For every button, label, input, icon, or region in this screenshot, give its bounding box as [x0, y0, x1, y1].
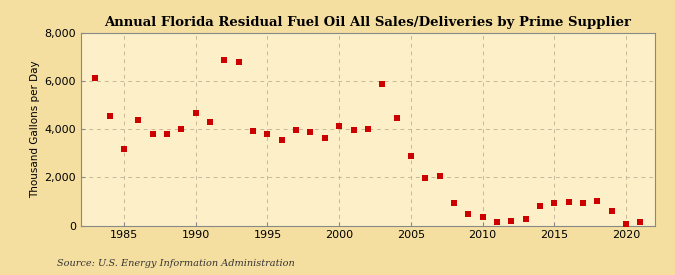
- Point: [448, 201, 459, 205]
- Point: [90, 76, 101, 80]
- Point: [176, 126, 187, 131]
- Point: [620, 222, 631, 227]
- Point: [219, 58, 230, 63]
- Point: [491, 219, 502, 224]
- Point: [477, 215, 488, 219]
- Point: [348, 128, 359, 132]
- Point: [104, 114, 115, 118]
- Point: [205, 120, 215, 124]
- Point: [434, 174, 445, 178]
- Point: [133, 118, 144, 122]
- Point: [592, 199, 603, 204]
- Title: Annual Florida Residual Fuel Oil All Sales/Deliveries by Prime Supplier: Annual Florida Residual Fuel Oil All Sal…: [105, 16, 631, 29]
- Point: [391, 116, 402, 120]
- Point: [506, 219, 516, 223]
- Point: [420, 176, 431, 180]
- Point: [319, 136, 330, 141]
- Point: [563, 200, 574, 205]
- Point: [578, 201, 589, 205]
- Point: [262, 131, 273, 136]
- Point: [549, 201, 560, 205]
- Y-axis label: Thousand Gallons per Day: Thousand Gallons per Day: [30, 60, 40, 198]
- Point: [276, 138, 287, 142]
- Point: [161, 132, 172, 136]
- Point: [333, 124, 344, 128]
- Point: [606, 209, 617, 213]
- Point: [234, 60, 244, 64]
- Point: [406, 154, 416, 159]
- Point: [248, 129, 259, 133]
- Point: [520, 217, 531, 222]
- Point: [535, 204, 545, 208]
- Point: [190, 111, 201, 115]
- Point: [305, 130, 316, 134]
- Text: Source: U.S. Energy Information Administration: Source: U.S. Energy Information Administ…: [57, 259, 295, 268]
- Point: [463, 211, 474, 216]
- Point: [119, 146, 130, 151]
- Point: [377, 81, 387, 86]
- Point: [635, 220, 646, 224]
- Point: [291, 128, 302, 132]
- Point: [147, 132, 158, 136]
- Point: [362, 127, 373, 131]
